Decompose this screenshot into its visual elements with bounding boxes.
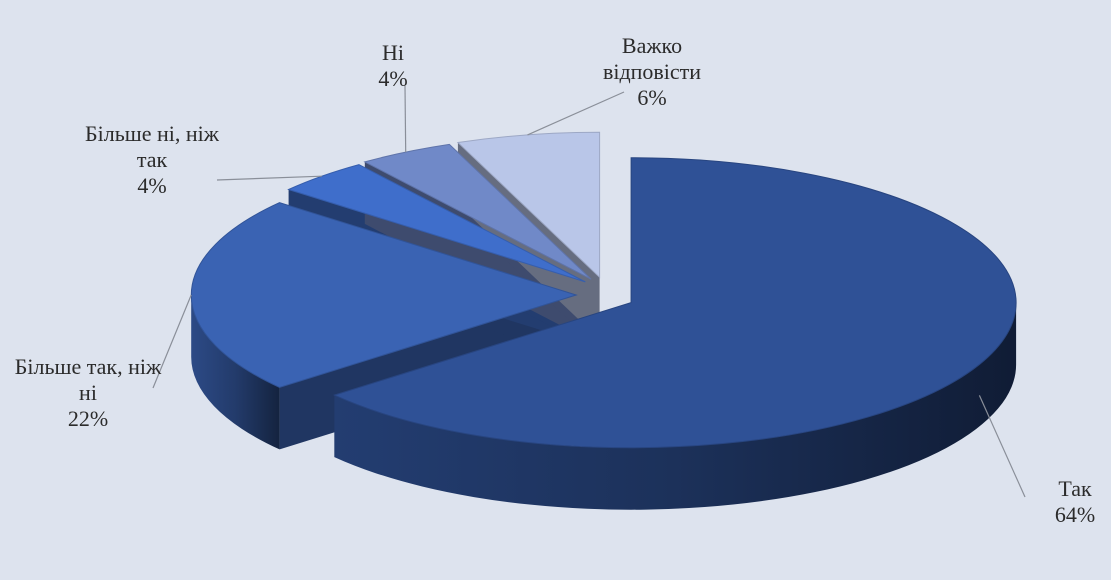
category-label: Більше ні, ніж так — [85, 121, 219, 172]
value-label: 64% — [1054, 502, 1096, 527]
value-label: 6% — [637, 85, 667, 110]
slice-label: Ні 4% — [353, 40, 433, 92]
slice-label: Більше ні, ніж так 4% — [77, 121, 227, 199]
value-label: 4% — [378, 66, 408, 91]
slice-label: Важко відповісти 6% — [572, 33, 732, 111]
category-label: Важко відповісти — [602, 33, 702, 84]
category-label: Більше так, ніж ні — [14, 354, 162, 405]
category-label: Ні — [382, 40, 404, 65]
category-label: Так — [1058, 476, 1092, 501]
slice-wall — [334, 302, 1017, 510]
leader-line — [404, 85, 407, 153]
slice — [190, 202, 578, 388]
slice-wall — [191, 295, 280, 450]
leader-line — [216, 175, 322, 181]
leader-line — [978, 395, 1026, 498]
slice-label: Так 64% — [1015, 476, 1111, 528]
slice — [332, 157, 1017, 449]
leader-line — [527, 91, 625, 136]
value-label: 4% — [137, 173, 167, 198]
slice-label: Більше так, ніж ні 22% — [13, 354, 163, 432]
leader-line — [152, 294, 192, 389]
value-label: 22% — [67, 406, 109, 431]
slice — [456, 131, 601, 279]
slice — [287, 164, 586, 283]
